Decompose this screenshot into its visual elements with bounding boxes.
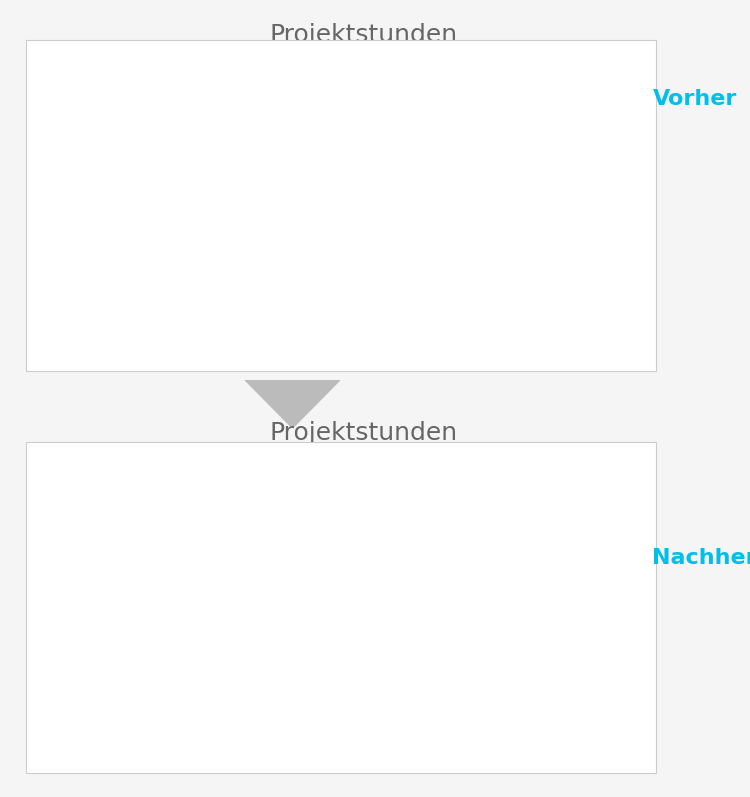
Bar — [184, 548, 227, 729]
Polygon shape — [245, 380, 340, 428]
Text: Nachher: Nachher — [652, 548, 750, 568]
Text: 434: 434 — [351, 479, 377, 493]
Bar — [263, 184, 307, 339]
Bar — [342, 497, 386, 729]
Text: 339: 339 — [192, 530, 219, 544]
Bar — [421, 190, 464, 339]
Text: 304: 304 — [113, 548, 140, 563]
Text: 298: 298 — [509, 552, 536, 566]
Bar — [579, 574, 622, 729]
Bar — [500, 170, 544, 339]
Text: 262: 262 — [430, 571, 456, 585]
Bar — [500, 569, 544, 729]
Text: 290: 290 — [588, 556, 614, 570]
Bar — [579, 175, 622, 339]
Bar — [105, 167, 148, 339]
Text: 273: 273 — [272, 565, 298, 579]
Title: Projektstunden: Projektstunden — [270, 422, 458, 446]
Bar — [421, 588, 464, 729]
Bar — [184, 147, 227, 339]
Bar — [105, 566, 148, 729]
Bar — [342, 93, 386, 339]
Title: Projektstunden: Projektstunden — [270, 23, 458, 47]
Bar — [263, 583, 307, 729]
Text: Vorher: Vorher — [652, 89, 736, 109]
